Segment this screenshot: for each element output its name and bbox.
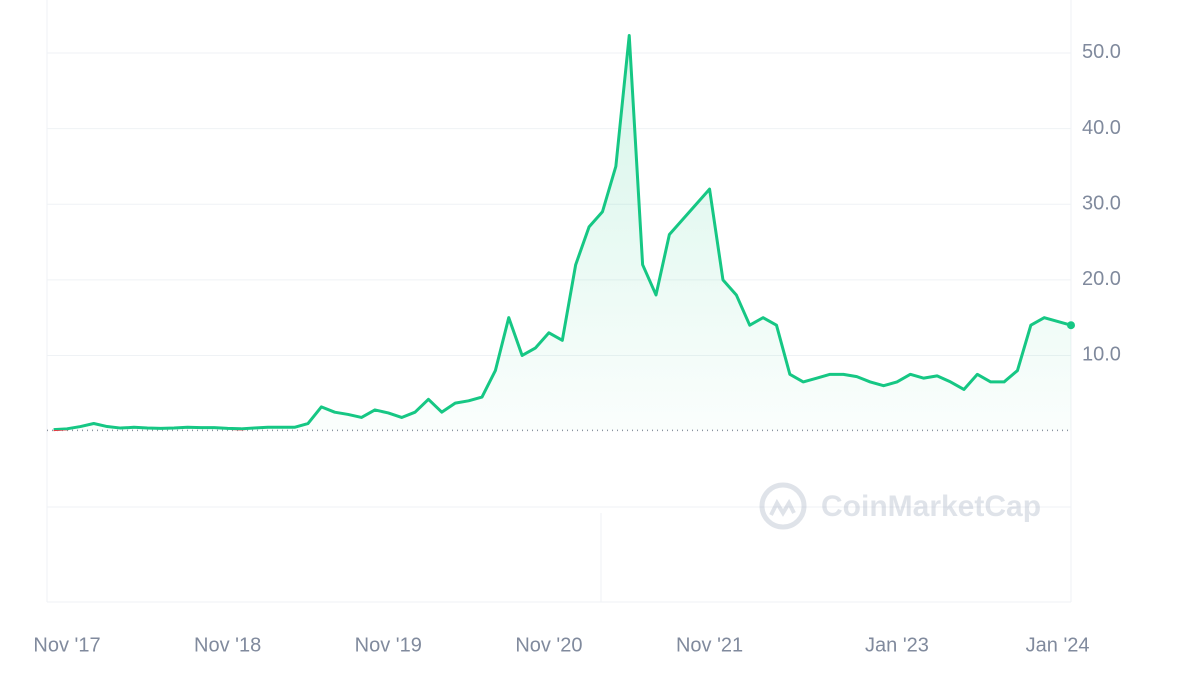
- y-tick-label: 40.0: [1082, 117, 1121, 139]
- watermark-logo-mark: [769, 498, 796, 517]
- line: [53, 34, 1072, 432]
- x-tick-label: Jan '23: [865, 634, 929, 656]
- area: [53, 35, 1072, 431]
- x-tick-label: Nov '20: [515, 634, 582, 656]
- x-tick-label: Nov '21: [676, 634, 743, 656]
- y-tick-label: 50.0: [1082, 41, 1121, 63]
- last-point: [1067, 321, 1075, 330]
- watermark-text: CoinMarketCap: [821, 490, 1041, 523]
- watermark: CoinMarketCap: [759, 482, 1041, 530]
- y-tick-label: 20.0: [1082, 268, 1121, 290]
- x-tick-label: Nov '19: [355, 634, 422, 656]
- x-tick-label: Nov '17: [33, 634, 100, 656]
- y-tick-label: 30.0: [1082, 192, 1121, 214]
- x-tick-label: Jan '24: [1026, 634, 1090, 656]
- x-tick-label: Nov '18: [194, 634, 261, 656]
- y-tick-label: 10.0: [1082, 344, 1121, 366]
- watermark-logo: [759, 482, 807, 530]
